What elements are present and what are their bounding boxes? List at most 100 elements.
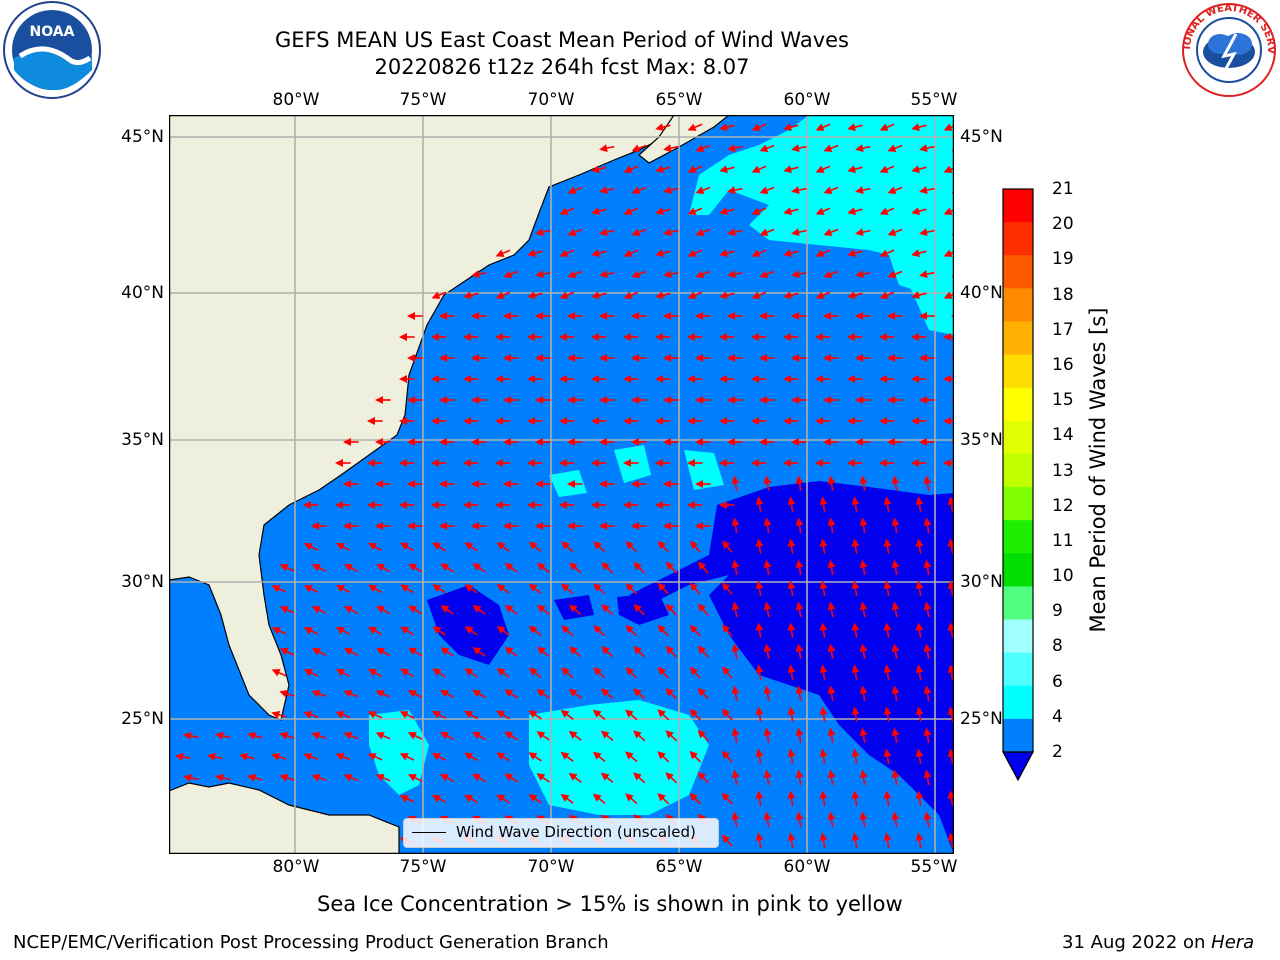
wind-wave-arrow <box>593 583 606 595</box>
wind-wave-arrow <box>827 685 836 702</box>
colorbar-tick: 2 <box>1052 742 1063 762</box>
wind-wave-arrow <box>687 165 703 173</box>
colorbar-tick: 13 <box>1052 460 1074 481</box>
footer-machine: Hera <box>1211 932 1255 953</box>
wind-wave-arrow <box>464 752 479 762</box>
wind-wave-arrow <box>855 186 871 195</box>
lon-tick-top: 70°W <box>527 90 575 110</box>
wind-wave-arrow <box>879 165 895 173</box>
wind-wave-arrow <box>755 706 764 723</box>
wind-wave-arrow <box>879 249 895 257</box>
wind-wave-arrow <box>432 584 446 594</box>
wind-wave-arrow <box>695 186 711 194</box>
wind-wave-arrow <box>335 753 351 761</box>
wind-wave-arrow <box>408 647 422 657</box>
wind-wave-arrow <box>783 123 799 132</box>
wind-wave-arrow <box>663 228 679 237</box>
wind-wave-arrow <box>560 709 574 720</box>
wind-wave-arrow <box>719 291 735 300</box>
wind-wave-arrow <box>887 144 903 152</box>
wind-wave-arrow <box>847 123 863 132</box>
wind-wave-arrow <box>722 540 733 553</box>
wind-wave-arrow <box>859 811 868 828</box>
wind-wave-arrow <box>601 562 614 574</box>
wind-wave-arrow <box>633 772 646 784</box>
wind-wave-arrow <box>271 627 287 635</box>
wind-wave-arrow <box>943 291 954 299</box>
wind-wave-arrow <box>528 625 542 637</box>
lon-tick-bottom: 75°W <box>399 857 447 877</box>
wind-wave-arrow <box>665 645 677 658</box>
wind-wave-arrow <box>731 601 740 618</box>
colorbar-tick: 10 <box>1052 566 1074 587</box>
lat-tick-left: 45°N <box>121 127 164 147</box>
wind-wave-arrow <box>827 475 836 492</box>
wind-wave-arrow <box>464 710 479 720</box>
wind-wave-arrow <box>763 685 772 702</box>
wind-wave-arrow <box>763 769 772 786</box>
wind-wave-arrow <box>827 601 836 618</box>
wind-wave-arrow <box>368 584 383 594</box>
wind-wave-arrow <box>923 643 932 660</box>
wind-wave-arrow <box>891 643 900 660</box>
wind-wave-arrow <box>655 207 671 216</box>
wind-wave-arrow <box>271 585 287 593</box>
wind-wave-arrow <box>851 538 860 555</box>
wind-wave-arrow <box>851 748 860 765</box>
wind-wave-arrow <box>561 583 574 595</box>
wind-wave-arrow <box>472 562 486 573</box>
wind-wave-arrow <box>791 144 807 153</box>
wind-wave-arrow <box>408 605 422 615</box>
wind-wave-arrow <box>271 710 287 719</box>
wind-wave-arrow <box>271 752 287 761</box>
wind-wave-arrow <box>887 228 903 236</box>
wind-wave-arrow <box>496 541 510 552</box>
lon-tick-top: 80°W <box>272 90 320 110</box>
wind-wave-arrow <box>600 730 614 742</box>
wind-wave-arrow <box>891 811 900 828</box>
wind-wave-arrow <box>343 690 359 698</box>
wind-wave-arrow <box>883 538 892 555</box>
wind-wave-arrow <box>763 643 772 660</box>
colorbar-tick: 18 <box>1052 284 1074 305</box>
wind-wave-arrow <box>815 123 831 131</box>
wind-wave-arrow <box>657 582 669 595</box>
wind-wave-arrow <box>247 773 263 782</box>
wind-wave-arrow <box>625 709 638 721</box>
wind-wave-arrow <box>215 773 231 782</box>
wind-wave-arrow <box>923 601 932 618</box>
wind-wave-arrow <box>731 769 740 786</box>
wind-wave-arrow <box>689 792 702 805</box>
wind-wave-arrow <box>751 165 767 173</box>
wind-wave-arrow <box>657 751 670 763</box>
colorbar-tick: 17 <box>1052 319 1074 340</box>
wind-wave-arrow <box>689 540 701 553</box>
wind-wave-arrow <box>787 580 796 597</box>
lat-tick-left: 40°N <box>121 283 164 303</box>
colorbar-tick: 9 <box>1052 601 1063 622</box>
wind-wave-arrow <box>504 604 518 615</box>
wind-wave-arrow <box>527 249 543 258</box>
wind-wave-arrow <box>633 561 646 574</box>
wind-wave-arrow <box>599 228 615 237</box>
wind-wave-arrow <box>911 207 927 216</box>
wind-wave-arrow <box>947 496 954 513</box>
wind-wave-arrow <box>721 834 733 847</box>
wind-wave-arrow <box>311 606 327 614</box>
lon-tick-bottom: 70°W <box>527 857 575 877</box>
wind-wave-arrow <box>407 774 423 782</box>
wind-wave-arrow <box>536 604 550 616</box>
colorbar-segment <box>1003 453 1033 488</box>
wind-wave-arrow <box>859 685 868 702</box>
wind-wave-arrow <box>623 291 639 299</box>
wind-wave-arrow <box>279 773 295 782</box>
wind-wave-arrow <box>568 772 582 783</box>
colorbar-segment <box>1003 685 1033 720</box>
wind-wave-arrow <box>472 646 486 657</box>
wind-wave-arrow <box>625 540 638 553</box>
colorbar-tick: 19 <box>1052 249 1074 270</box>
wind-wave-arrow <box>855 270 871 279</box>
wind-wave-arrow <box>536 731 550 741</box>
wind-wave-arrow <box>279 606 295 614</box>
wind-wave-arrow <box>504 773 518 783</box>
